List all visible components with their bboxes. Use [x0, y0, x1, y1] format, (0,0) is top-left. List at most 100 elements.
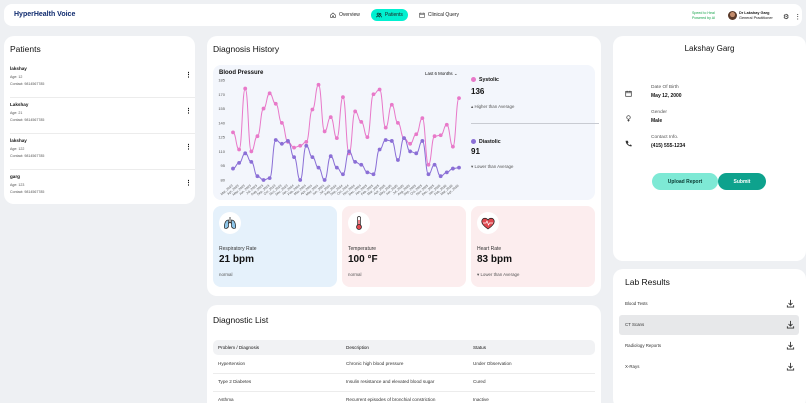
- systolic-point: [438, 133, 443, 138]
- download-icon[interactable]: [786, 362, 795, 371]
- more-vertical-icon[interactable]: ⋮: [185, 72, 192, 79]
- diastolic-point: [279, 141, 284, 146]
- patient-contact: Contact: 9814567785: [10, 154, 45, 158]
- table-row[interactable]: Asthma Recurrent episodes of bronchial c…: [213, 392, 595, 403]
- lab-item-blood-tests[interactable]: Blood Tests: [619, 294, 799, 314]
- submit-button[interactable]: Submit: [718, 173, 766, 190]
- nav-patients[interactable]: Patients: [370, 9, 408, 21]
- diastolic-point: [334, 165, 339, 170]
- diastolic-point: [261, 178, 266, 182]
- diastolic-point: [310, 155, 315, 160]
- lab-item-radiology-reports[interactable]: Radiology Reports: [619, 336, 799, 356]
- lungs-icon: [219, 212, 241, 234]
- list-item[interactable]: garg Age: 123 Contact: 9814567785 ⋮: [10, 171, 195, 206]
- y-tick-label: 140: [218, 120, 225, 125]
- systolic-point: [279, 120, 284, 125]
- patients-panel: Patients lakshay Age: 12 Contact: 981456…: [4, 36, 195, 204]
- diastolic-point: [231, 166, 235, 171]
- diastolic-point: [444, 170, 449, 175]
- systolic-point: [310, 107, 315, 112]
- patient-profile-panel: Lakshay Garg Date Of Birth May 12, 2000 …: [613, 36, 806, 261]
- settings-icon[interactable]: ⚙: [783, 14, 790, 21]
- systolic-point: [273, 101, 278, 106]
- doctor-info[interactable]: Dr Lakshay Garg General Practitioner: [739, 11, 773, 20]
- systolic-point: [292, 145, 296, 150]
- diastolic-point: [438, 174, 443, 179]
- list-item[interactable]: Lakshay Age: 21 Contact: 9814567785 ⋮: [10, 99, 195, 134]
- diagnosis-history-title: Diagnosis History: [213, 44, 280, 54]
- systolic-point: [231, 130, 235, 135]
- status-cell: Under Observation: [473, 361, 512, 366]
- systolic-point: [371, 92, 376, 97]
- more-vertical-icon[interactable]: ⋮: [185, 144, 192, 151]
- systolic-point: [334, 136, 339, 140]
- column-header: Status: [473, 345, 487, 350]
- table-row[interactable]: Type 2 Diabetes Insulin resistance and e…: [213, 374, 595, 392]
- avatar[interactable]: [728, 11, 737, 20]
- systolic-value: 136: [471, 87, 485, 96]
- list-item[interactable]: lakshay Age: 12 Contact: 9814567785 ⋮: [10, 63, 195, 98]
- more-vertical-icon[interactable]: ⋮: [185, 108, 192, 115]
- y-tick-label: 155: [218, 106, 225, 111]
- systolic-point: [316, 82, 321, 87]
- vital-card-respiratory: Respiratory Rate 21 bpm normal: [213, 206, 337, 287]
- diastolic-point: [426, 172, 431, 177]
- nav-clinical-query-label: Clinical Query: [427, 12, 460, 18]
- download-icon[interactable]: [786, 341, 795, 350]
- diastolic-point: [414, 151, 419, 156]
- legend-divider: [471, 123, 599, 124]
- vital-card-temperature: Temperature 100 °F normal: [342, 206, 466, 287]
- diastolic-point: [341, 172, 345, 177]
- gender-icon: [625, 115, 632, 124]
- speed-line2: Powered by AI: [692, 15, 716, 20]
- brand-logo[interactable]: HyperHealth Voice: [14, 11, 76, 18]
- speed-tagline: Speed to Heal Powered by AI: [692, 11, 715, 20]
- list-item[interactable]: lakshay Age: 122 Contact: 9814567785 ⋮: [10, 135, 195, 170]
- download-icon[interactable]: [786, 299, 795, 308]
- gender-label: Gender: [651, 110, 667, 115]
- systolic-point: [389, 102, 394, 107]
- diastolic-point: [304, 143, 309, 148]
- dob-value: May 12, 2000: [651, 93, 682, 99]
- more-vertical-icon[interactable]: ⋮: [185, 180, 192, 187]
- patient-contact: Contact: 9814567785: [10, 82, 45, 86]
- download-icon[interactable]: [786, 320, 795, 329]
- description-cell: Chronic high blood pressure: [346, 361, 404, 366]
- column-header: Description: [346, 345, 369, 350]
- lab-item-ct-scans[interactable]: CT Scans: [619, 315, 799, 335]
- dob-label: Date Of Birth: [651, 85, 679, 90]
- nav-clinical-query[interactable]: Clinical Query: [414, 9, 464, 21]
- nav-patients-label: Patients: [384, 12, 403, 18]
- table-row[interactable]: Hypertension Chronic high blood pressure…: [213, 356, 595, 374]
- diastolic-point: [383, 138, 388, 142]
- systolic-point: [267, 91, 272, 96]
- diastolic-point: [286, 139, 290, 143]
- lab-item-x-rays[interactable]: X-Rays: [619, 357, 799, 377]
- nav-overview[interactable]: Overview: [325, 9, 365, 21]
- vital-value: 100 °F: [348, 254, 378, 265]
- range-select[interactable]: Last 6 Months ⌄: [425, 71, 458, 77]
- patient-age: Age: 12: [10, 75, 23, 79]
- systolic-point: [341, 95, 345, 100]
- diastolic-point: [347, 149, 351, 154]
- patient-name: Lakshay: [10, 102, 29, 107]
- diagnosis-cell: Asthma: [218, 397, 234, 402]
- upload-report-button[interactable]: Upload Report: [652, 173, 718, 190]
- systolic-point: [383, 125, 388, 130]
- y-tick-label: 80: [221, 178, 226, 183]
- systolic-point: [353, 109, 358, 114]
- heart-icon: [477, 212, 499, 234]
- nav-overview-label: Overview: [339, 12, 360, 18]
- x-tick-label: Jul, 2025: [392, 184, 405, 196]
- table-header: Problem / Diagnosis Description Status: [213, 340, 595, 355]
- systolic-point: [444, 122, 449, 127]
- diastolic-point: [316, 165, 321, 170]
- diastolic-point: [420, 139, 425, 143]
- vital-label: Heart Rate: [477, 246, 502, 252]
- more-vertical-icon[interactable]: ⋮: [794, 14, 802, 21]
- patient-age: Age: 21: [10, 111, 23, 115]
- patient-contact: Contact: 9814567785: [10, 190, 45, 194]
- systolic-point: [304, 140, 309, 144]
- contact-info: Contact Info. (415) 555-1234: [625, 135, 800, 155]
- diastolic-point: [267, 176, 272, 180]
